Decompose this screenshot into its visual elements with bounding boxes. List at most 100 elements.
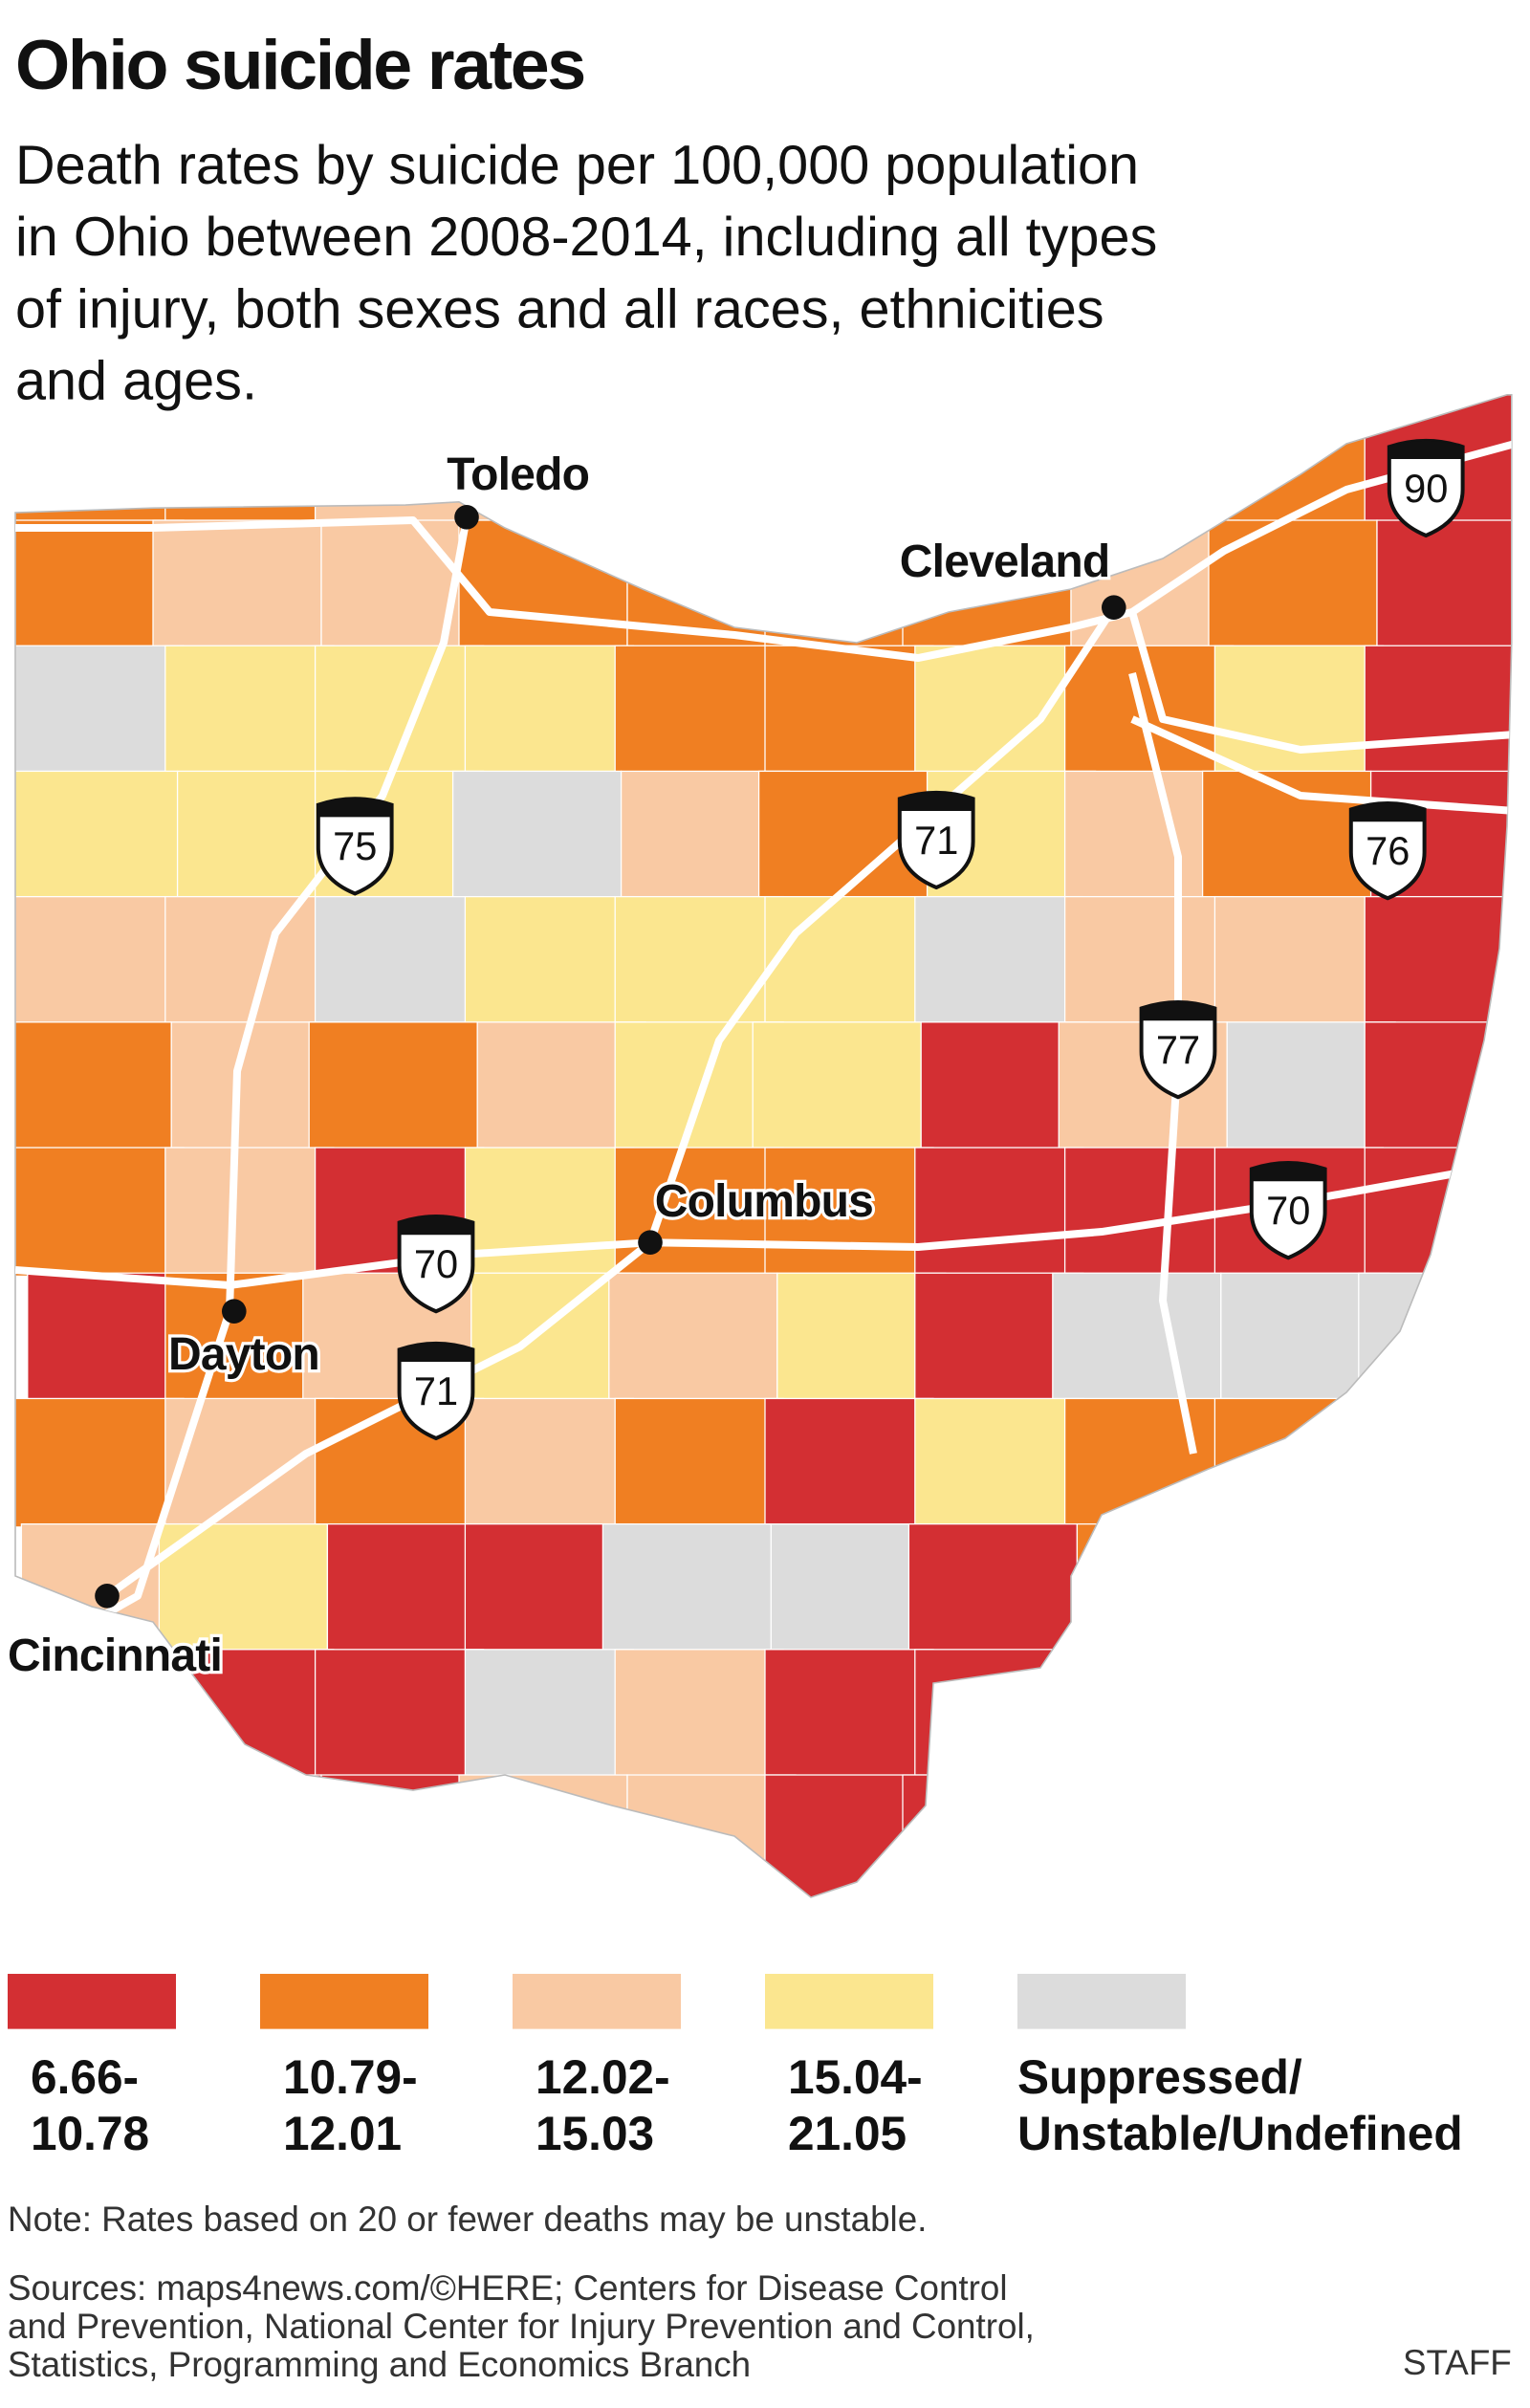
legend-label: 15.04- xyxy=(788,2050,923,2104)
city-label: Cleveland xyxy=(900,536,1110,587)
legend: 6.66-10.78 10.79-12.01 12.02-15.03 15.04-21… xyxy=(8,1974,1463,2160)
county xyxy=(1213,394,1385,524)
county xyxy=(1364,645,1512,776)
city-dot xyxy=(222,1299,247,1324)
legend-label: 6.66- xyxy=(31,2050,139,2104)
city-label: Toledo xyxy=(447,449,589,500)
county xyxy=(614,394,784,524)
interstate-road xyxy=(1130,715,1512,816)
county xyxy=(764,645,934,776)
county xyxy=(458,1774,628,1898)
county xyxy=(15,1397,185,1528)
county xyxy=(1063,394,1235,524)
county xyxy=(614,1147,784,1278)
sources: Sources: maps4news.com/©HERE; Centers fo… xyxy=(8,2268,1035,2384)
county xyxy=(764,895,934,1026)
interstate-shield: 70 xyxy=(397,1215,475,1314)
county xyxy=(1364,895,1512,1026)
county xyxy=(464,895,635,1026)
county xyxy=(601,1522,773,1653)
interstate-shield: 71 xyxy=(397,1341,475,1441)
shield-number: 70 xyxy=(414,1241,458,1286)
county xyxy=(608,1272,778,1403)
county xyxy=(320,1774,491,1898)
county xyxy=(158,1522,329,1653)
county xyxy=(15,394,185,524)
subtitle-line: of injury, both sexes and all races, eth… xyxy=(15,278,1104,339)
county xyxy=(1070,1774,1240,1898)
county xyxy=(1063,1649,1235,1779)
county xyxy=(164,645,335,776)
shield-band xyxy=(399,1343,473,1363)
shield-band xyxy=(1251,1163,1325,1182)
interstate-shield: 90 xyxy=(1387,438,1465,538)
source-line: Sources: maps4news.com/©HERE; Centers fo… xyxy=(8,2268,1008,2308)
legend-label: Suppressed/ xyxy=(1017,2050,1302,2104)
county xyxy=(164,895,335,1026)
county xyxy=(914,895,1084,1026)
city-label: Cincinnati xyxy=(8,1631,222,1681)
county xyxy=(458,519,628,650)
shield-number: 76 xyxy=(1366,828,1410,873)
city-label: Dayton xyxy=(168,1329,319,1380)
interstate-shields: 90 76 75 71 77 70 70 71 xyxy=(316,438,1465,1441)
county xyxy=(764,394,934,524)
legend-label: 12.01 xyxy=(283,2107,402,2160)
county xyxy=(764,1397,934,1528)
county xyxy=(907,1522,1079,1653)
title: Ohio suicide rates xyxy=(15,25,584,104)
county xyxy=(914,1397,1084,1528)
shield-number: 70 xyxy=(1266,1188,1310,1233)
interstate-road xyxy=(15,440,1512,663)
legend-swatch xyxy=(260,1974,428,2029)
county xyxy=(464,1147,635,1278)
legend-label: Unstable/Undefined xyxy=(1017,2107,1463,2160)
shield-number: 77 xyxy=(1156,1027,1200,1072)
subtitle-line: and ages. xyxy=(15,351,257,412)
legend-label: 10.79- xyxy=(283,2050,418,2104)
legend-label: 15.03 xyxy=(536,2107,654,2160)
shield-number: 90 xyxy=(1404,466,1448,511)
source-line: Statistics, Programming and Economics Br… xyxy=(8,2345,751,2384)
county xyxy=(1213,1649,1385,1779)
county xyxy=(1208,519,1378,650)
cities: Toledo Cleveland Columbus Dayton Cincinnati xyxy=(5,447,1126,1684)
city-dot xyxy=(1102,595,1126,621)
subtitle-line: in Ohio between 2008-2014, including all… xyxy=(15,207,1157,268)
interstate-road xyxy=(104,605,1118,1600)
county xyxy=(451,770,623,901)
county xyxy=(1358,1272,1512,1403)
shield-band xyxy=(317,799,392,818)
county xyxy=(1213,645,1385,776)
legend-swatch xyxy=(1017,1974,1186,2029)
county xyxy=(1213,1397,1385,1528)
note: Note: Rates based on 20 or fewer deaths … xyxy=(8,2200,927,2239)
county xyxy=(902,1774,1072,1898)
county xyxy=(164,1397,335,1528)
county xyxy=(1364,1147,1512,1278)
county xyxy=(15,1774,185,1898)
credit: STAFF xyxy=(1403,2343,1512,2382)
interstate-shield: 76 xyxy=(1348,801,1427,901)
shield-number: 71 xyxy=(914,818,958,863)
interstate-road xyxy=(90,516,470,1626)
county xyxy=(314,895,485,1026)
shield-band xyxy=(1141,1002,1215,1021)
legend-label: 12.02- xyxy=(536,2050,670,2104)
county xyxy=(152,1774,322,1898)
shield-band xyxy=(899,792,973,812)
county xyxy=(764,1649,934,1779)
state-outline xyxy=(14,394,1513,1898)
county xyxy=(1052,1272,1222,1403)
county xyxy=(1063,1147,1235,1278)
county xyxy=(1351,1522,1512,1653)
county xyxy=(15,1021,172,1151)
city-label: Columbus xyxy=(655,1176,873,1227)
county xyxy=(614,645,784,776)
interstate-shield: 77 xyxy=(1139,1000,1217,1100)
county xyxy=(464,1397,635,1528)
county xyxy=(15,895,185,1026)
shield-number: 75 xyxy=(333,823,377,868)
